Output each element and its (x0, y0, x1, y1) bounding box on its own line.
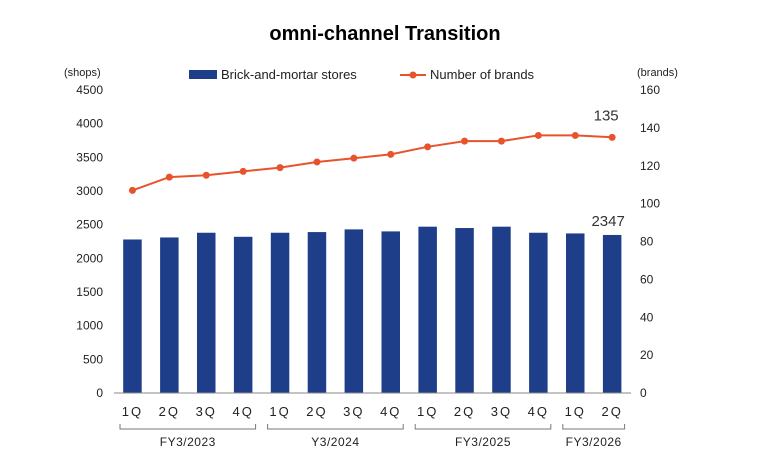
quarter-label: 3Q (196, 404, 217, 419)
bar-1 (160, 237, 179, 393)
right-tick-label: 160 (640, 83, 660, 97)
left-tick-label: 2000 (76, 251, 103, 265)
group-label: FY3/2025 (455, 435, 511, 449)
legend: Brick-and-mortar stores Number of brands (189, 67, 535, 82)
brand-point-8 (424, 143, 432, 151)
group-bracket (267, 424, 404, 430)
brand-point-2 (202, 171, 210, 179)
brand-point-5 (313, 158, 321, 166)
right-tick-label: 0 (640, 386, 647, 400)
left-tick-label: 1000 (76, 319, 103, 333)
right-tick-label: 20 (640, 348, 654, 362)
quarter-labels: 1Q 2Q 3Q 4Q 1Q 2Q 3Q 4Q 1Q 2Q 3Q 4Q 1Q 2Q (122, 404, 622, 419)
right-tick-label: 80 (640, 235, 654, 249)
left-tick-label: 3500 (76, 150, 103, 164)
legend-label-bars: Brick-and-mortar stores (221, 67, 357, 82)
quarter-label: 2Q (306, 404, 327, 419)
bar-8 (418, 226, 437, 393)
left-axis-ticks: 0 500 1000 1500 2000 2500 3000 3500 4000 4500 (76, 83, 103, 400)
brand-point-1 (165, 173, 173, 181)
quarter-label: 1Q (122, 404, 143, 419)
group-label: FY3/2026 (566, 435, 622, 449)
right-tick-label: 60 (640, 272, 654, 286)
brand-point-7 (387, 150, 395, 158)
legend-label-line: Number of brands (430, 67, 535, 82)
group-label: Y3/2024 (311, 435, 359, 449)
quarter-label: 1Q (417, 404, 438, 419)
bar-7 (381, 231, 400, 393)
left-tick-label: 3000 (76, 184, 103, 198)
left-tick-label: 4500 (76, 83, 103, 97)
brand-point-11 (534, 131, 542, 139)
bar-10 (492, 226, 511, 393)
bar-2 (197, 232, 216, 393)
left-tick-label: 500 (83, 352, 103, 366)
brand-point-10 (497, 137, 505, 145)
quarter-label: 4Q (380, 404, 401, 419)
quarter-label: 2Q (454, 404, 475, 419)
right-axis-unit: (brands) (637, 67, 678, 79)
right-tick-label: 120 (640, 159, 660, 173)
quarter-label: 4Q (232, 404, 253, 419)
group-bracket (414, 424, 552, 430)
right-tick-label: 100 (640, 197, 660, 211)
left-tick-label: 4000 (76, 117, 103, 131)
bar-13 (602, 234, 622, 393)
left-tick-label: 2500 (76, 218, 103, 232)
brand-point-6 (350, 154, 358, 162)
quarter-label: 4Q (528, 404, 549, 419)
brand-point-0 (128, 186, 136, 194)
left-axis-unit: (shops) (64, 67, 101, 79)
quarter-label: 1Q (565, 404, 586, 419)
quarter-label: 2Q (601, 404, 622, 419)
group-bracket (119, 424, 257, 430)
bar-value-label: 2347 (591, 213, 624, 230)
store-bars (123, 226, 622, 393)
bar-4 (270, 232, 290, 393)
bar-11 (529, 232, 548, 393)
right-axis-ticks: 0 20 40 60 80 100 120 140 160 (640, 83, 660, 400)
data-labels: 2347 135 (591, 107, 624, 230)
group-bracket (562, 424, 626, 430)
brands-line-series (128, 131, 616, 194)
bar-5 (307, 232, 327, 393)
bar-9 (455, 228, 474, 393)
brand-point-9 (461, 137, 469, 145)
right-tick-label: 40 (640, 310, 654, 324)
brands-line (132, 134, 613, 192)
right-tick-label: 140 (640, 121, 660, 135)
left-tick-label: 0 (96, 386, 103, 400)
chart-title: omni-channel Transition (269, 23, 500, 45)
quarter-label: 3Q (343, 404, 364, 419)
line-value-label: 135 (594, 107, 619, 124)
legend-swatch-bars (189, 70, 217, 79)
brand-point-4 (276, 164, 284, 172)
legend-swatch-marker (409, 71, 417, 79)
bar-12 (566, 233, 585, 393)
brand-point-3 (239, 167, 247, 175)
left-tick-label: 1500 (76, 285, 103, 299)
bar-6 (344, 229, 364, 393)
bar-3 (233, 236, 253, 393)
group-label: FY3/2023 (160, 435, 216, 449)
quarter-label: 1Q (269, 404, 290, 419)
fiscal-year-groups: FY3/2023 Y3/2024 FY3/2025 FY3/2026 (119, 424, 626, 449)
brand-point-13 (608, 133, 616, 141)
brand-point-12 (571, 131, 579, 139)
bar-0 (123, 239, 142, 393)
quarter-label: 3Q (491, 404, 512, 419)
quarter-label: 2Q (159, 404, 180, 419)
